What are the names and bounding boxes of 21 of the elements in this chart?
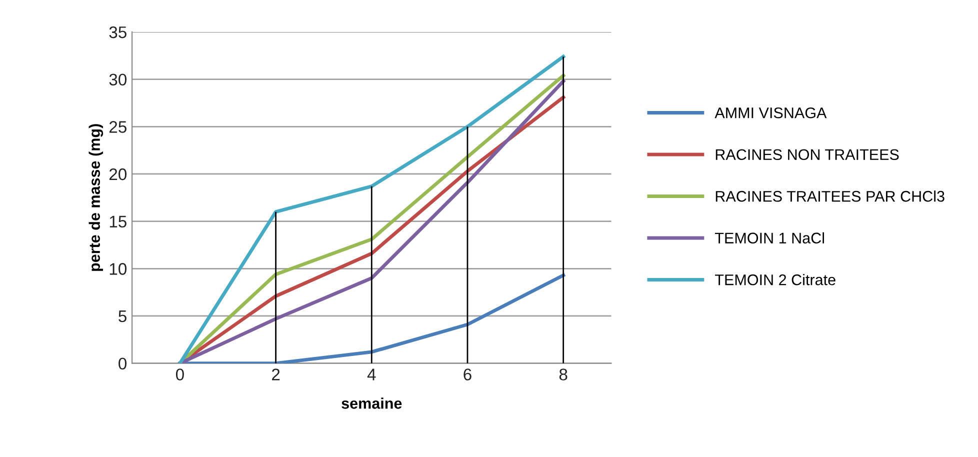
x-tick-label: 6: [464, 368, 472, 380]
x-tick-label: 2: [272, 368, 280, 380]
y-tick-label: 35: [109, 26, 126, 38]
x-axis-title: semaine: [342, 398, 402, 409]
line-series: [178, 274, 566, 364]
y-tick-label: 20: [109, 168, 127, 180]
y-tick-label: 5: [118, 310, 126, 322]
x-tick-label: 8: [559, 368, 568, 380]
y-tick-label: 0: [118, 358, 127, 370]
y-tick-label: 10: [110, 263, 127, 275]
x-tick-label: 0: [176, 368, 184, 380]
legend-label: TEMOIN 1 NaCl: [715, 232, 824, 244]
x-tick-label: 4: [367, 368, 376, 380]
legend-label: RACINES NON TRAITEES: [716, 149, 899, 160]
y-tick-label: 30: [109, 74, 127, 86]
legend-label: RACINES TRAITEES PAR CHCl3: [716, 190, 944, 202]
y-tick-label: 15: [110, 216, 126, 228]
legend-label: AMMI VISNAGA: [714, 107, 827, 118]
y-tick-label: 25: [109, 121, 126, 133]
legend-label: TEMOIN 2 Citrate: [715, 274, 836, 286]
y-axis-title: perte de masse (mg): [88, 124, 104, 271]
